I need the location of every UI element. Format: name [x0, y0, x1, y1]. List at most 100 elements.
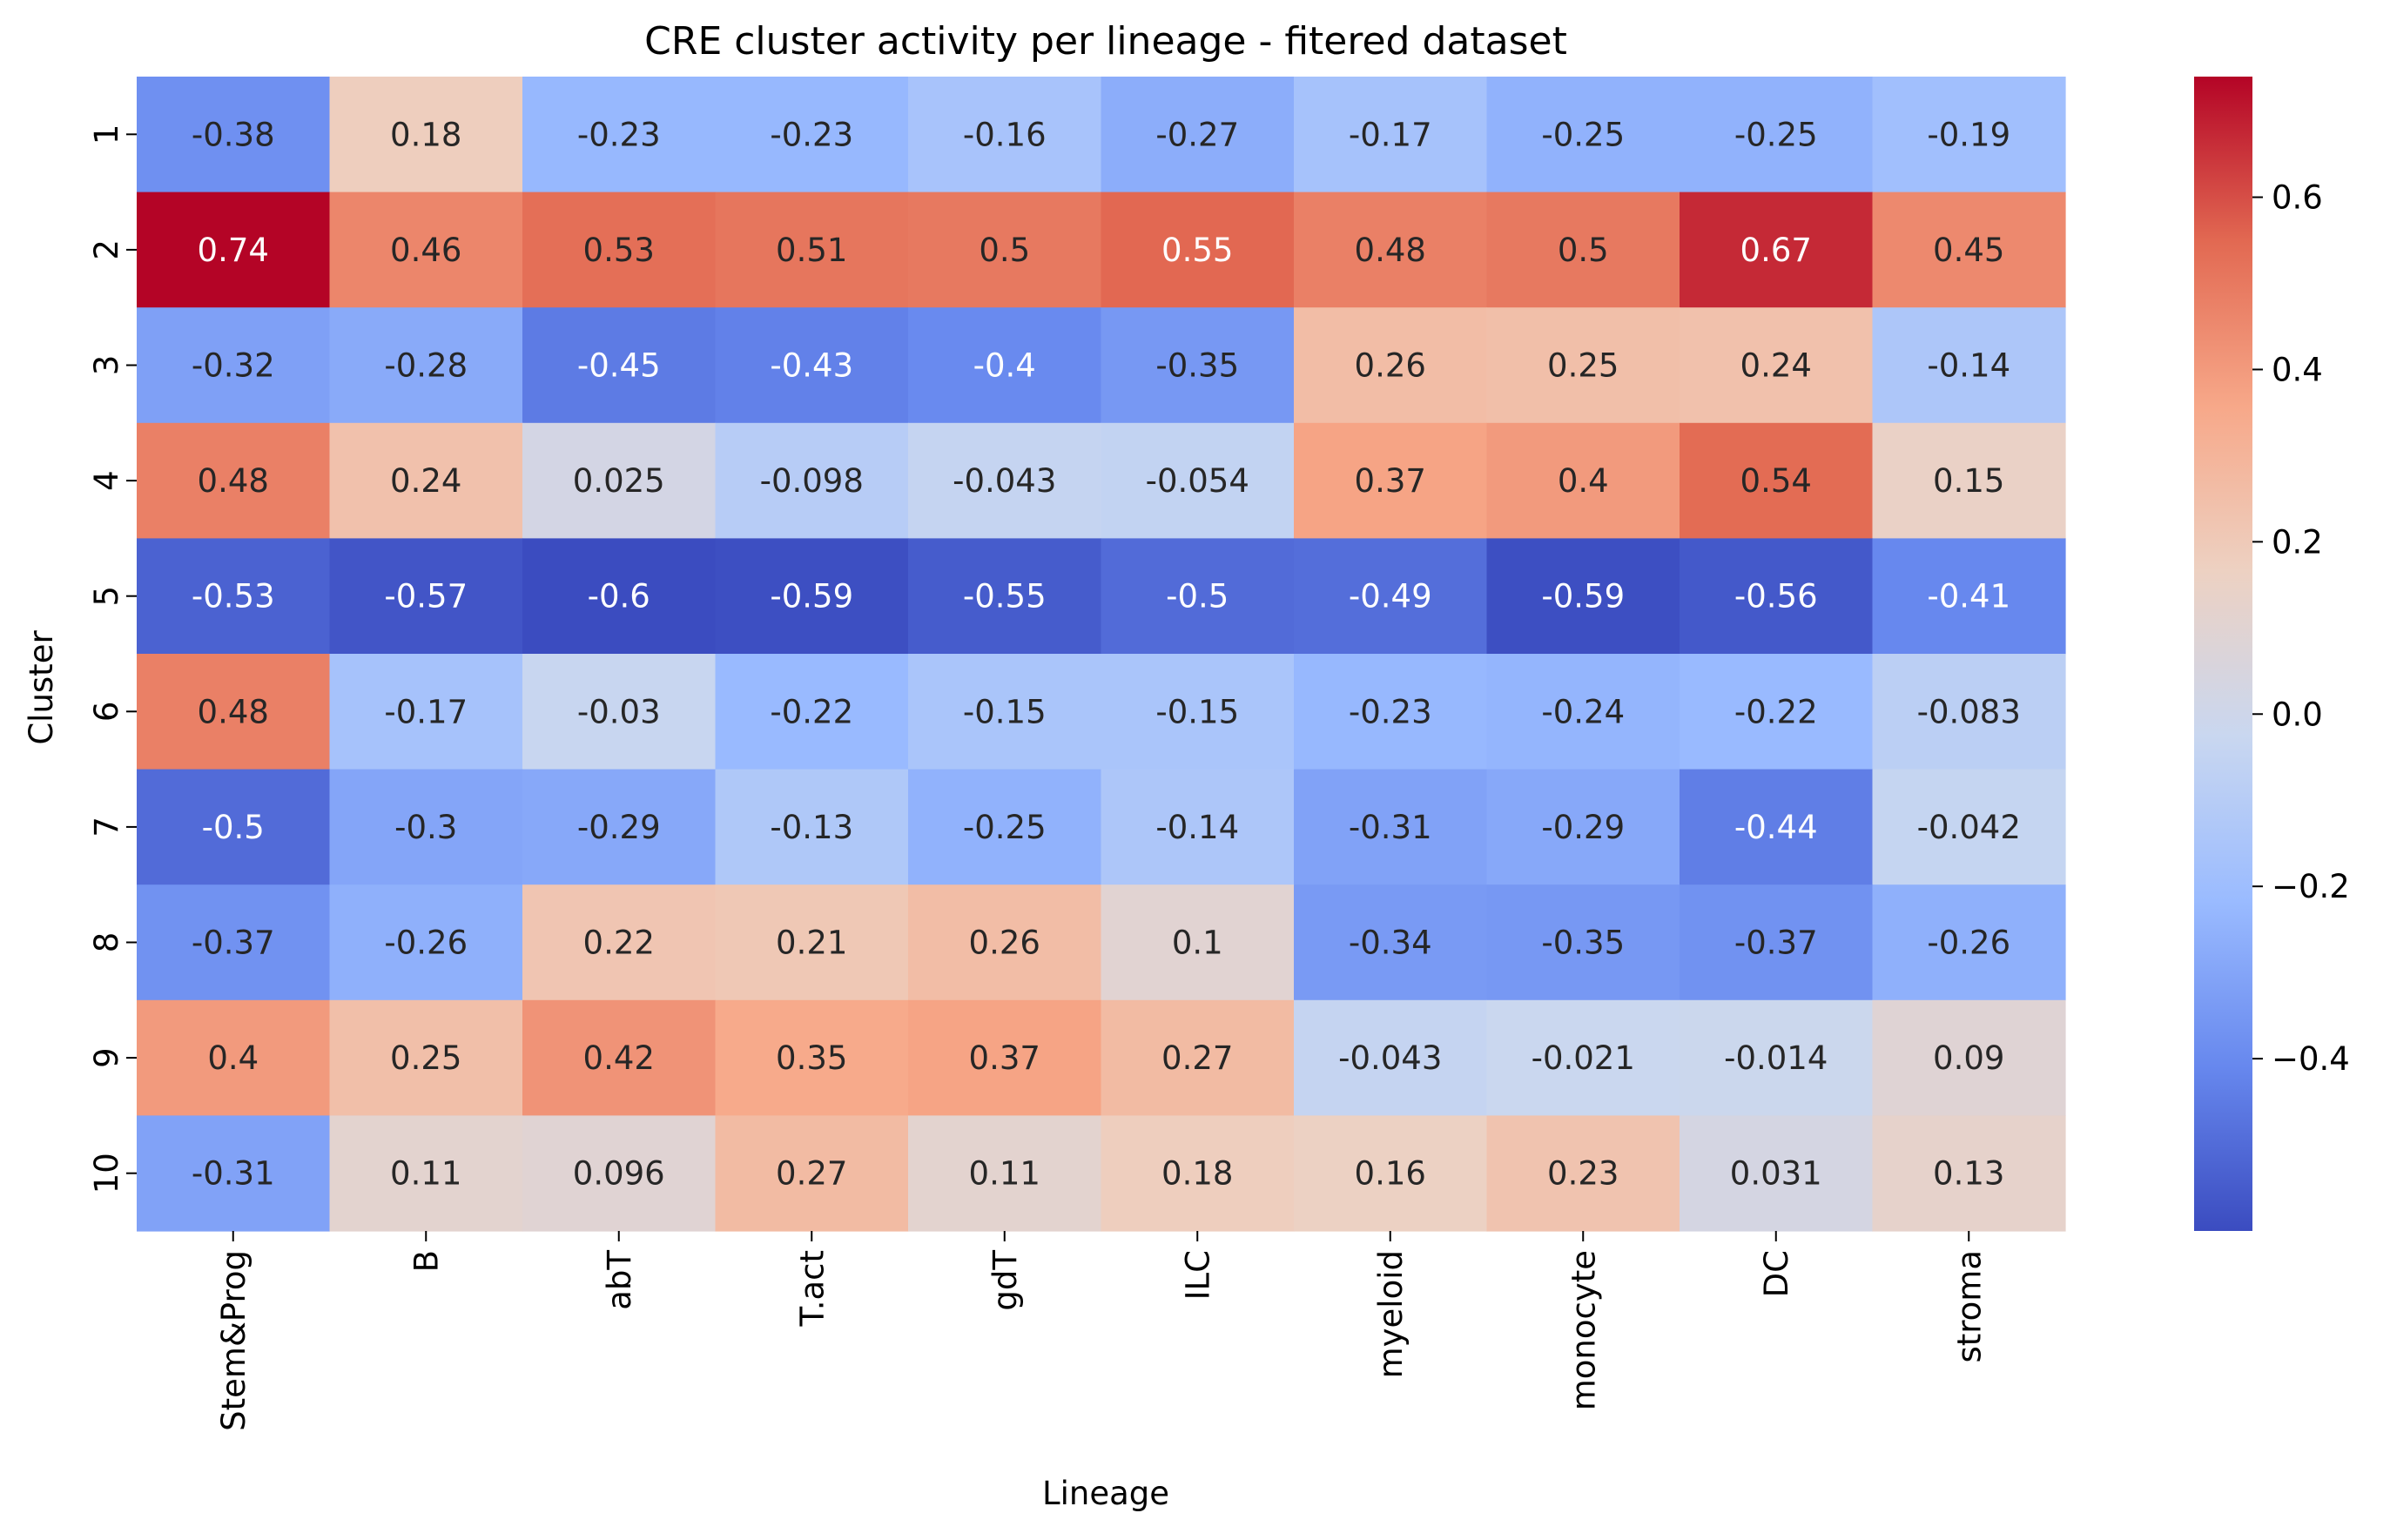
cell-value-label: -0.37: [1734, 925, 1818, 962]
cell-value-label: -0.5: [1166, 578, 1229, 615]
cell-value-label: 0.27: [1161, 1039, 1233, 1077]
heatmap-cell: [137, 999, 331, 1116]
heatmap-cell: [522, 538, 717, 655]
cell-value-label: -0.35: [1155, 347, 1239, 385]
cell-value-label: 0.11: [390, 1155, 461, 1193]
cell-value-label: 0.23: [1547, 1155, 1619, 1193]
heatmap-cell: [522, 1115, 717, 1232]
heatmap-cell: [1680, 307, 1874, 424]
cell-value-label: 0.21: [776, 925, 847, 962]
cell-value-label: -0.16: [963, 116, 1047, 153]
heatmap-cell: [1486, 192, 1680, 308]
y-tick-label: 6: [88, 702, 125, 723]
y-tick-label: 5: [88, 586, 125, 607]
cell-value-label: -0.49: [1349, 578, 1432, 615]
x-tick-label: Stem&Prog: [215, 1250, 252, 1431]
cell-value-label: -0.35: [1541, 925, 1625, 962]
heatmap-cell: [522, 999, 717, 1116]
heatmap-cell: [137, 307, 331, 424]
heatmap-cell: [908, 999, 1102, 1116]
heatmap-cell: [1872, 1115, 2066, 1232]
colorbar-ticks: 0.6 0.4 0.2 0.0 −0.2 −0.4: [2252, 179, 2350, 1078]
heatmap-cell: [522, 307, 717, 424]
y-axis-label: Cluster: [23, 630, 60, 745]
cell-value-label: -0.098: [760, 462, 864, 500]
cell-value-label: -0.45: [577, 347, 661, 385]
heatmap-cell: [137, 1115, 331, 1232]
cell-value-label: -0.042: [1917, 809, 2021, 846]
cell-value-label: -0.23: [1349, 693, 1432, 730]
cell-value-label: -0.17: [384, 693, 468, 730]
cell-value-label: 0.37: [969, 1039, 1040, 1077]
cell-value-label: 0.26: [1355, 347, 1426, 385]
heatmap-cell: [1294, 1115, 1488, 1232]
heatmap-cell: [522, 422, 717, 539]
heatmap-cell: [329, 999, 523, 1116]
heatmap-cell: [137, 77, 331, 193]
cell-value-label: -0.6: [588, 578, 650, 615]
heatmap-cell: [715, 422, 909, 539]
cell-value-label: 0.09: [1933, 1039, 2004, 1077]
heatmap-cell: [715, 192, 909, 308]
heatmap-cell: [1486, 538, 1680, 655]
heatmap-cell: [908, 654, 1102, 770]
cell-value-label: -0.15: [1155, 693, 1239, 730]
cell-value-label: -0.22: [770, 693, 853, 730]
heatmap-cell: [137, 422, 331, 539]
heatmap-cell: [1680, 422, 1874, 539]
heatmap-cell: [329, 1115, 523, 1232]
cell-value-label: -0.29: [1541, 809, 1625, 846]
heatmap-cell: [1101, 307, 1295, 424]
heatmap-cell: [1101, 654, 1295, 770]
heatmap-cell: [329, 769, 523, 885]
cell-value-label: 0.5: [979, 232, 1030, 269]
cell-value-label: -0.021: [1532, 1039, 1635, 1077]
cell-value-label: -0.3: [394, 809, 457, 846]
heatmap-cell: [715, 769, 909, 885]
cell-value-label: 0.025: [573, 462, 665, 500]
heatmap-cell: [522, 192, 717, 308]
cell-value-label: 0.24: [390, 462, 461, 500]
cell-value-label: 0.74: [198, 232, 269, 269]
heatmap-cell: [1680, 1115, 1874, 1232]
cell-value-label: 0.55: [1161, 232, 1233, 269]
cell-value-label: -0.13: [770, 809, 853, 846]
cell-value-label: -0.41: [1927, 578, 2010, 615]
cell-value-label: -0.55: [963, 578, 1047, 615]
x-tick-label: T.act: [793, 1250, 831, 1328]
heatmap-cell: [1294, 538, 1488, 655]
heatmap-cell: [1101, 999, 1295, 1116]
heatmap-cell: [715, 307, 909, 424]
cell-value-label: 0.096: [573, 1155, 665, 1193]
cell-value-label: 0.48: [198, 462, 269, 500]
cell-value-label: 0.46: [390, 232, 461, 269]
cell-value-label: -0.23: [770, 116, 853, 153]
cell-value-label: 0.53: [583, 232, 655, 269]
heatmap-cell: [137, 769, 331, 885]
cell-value-label: 0.11: [969, 1155, 1040, 1193]
cell-value-label: -0.14: [1927, 347, 2010, 385]
heatmap-cell: [1101, 884, 1295, 1001]
heatmap-cell: [1294, 307, 1488, 424]
heatmap-cell: [1101, 769, 1295, 885]
heatmap-cell: [522, 654, 717, 770]
heatmap-cell: [1294, 999, 1488, 1116]
cell-value-label: 0.25: [390, 1039, 461, 1077]
x-tick-label: ILC: [1179, 1250, 1216, 1300]
colorbar: [2194, 77, 2252, 1231]
cell-value-label: -0.15: [963, 693, 1047, 730]
cell-value-label: 0.35: [776, 1039, 847, 1077]
heatmap-cell: [1680, 769, 1874, 885]
cell-value-label: -0.59: [1541, 578, 1625, 615]
heatmap-cell: [715, 999, 909, 1116]
colorbar-tick-label: −0.4: [2272, 1040, 2350, 1078]
cell-value-label: -0.32: [192, 347, 275, 385]
heatmap-cell: [715, 654, 909, 770]
cell-value-label: 0.45: [1933, 232, 2004, 269]
heatmap-cell: [137, 654, 331, 770]
heatmap-cell: [1294, 654, 1488, 770]
heatmap-cell: [1486, 654, 1680, 770]
